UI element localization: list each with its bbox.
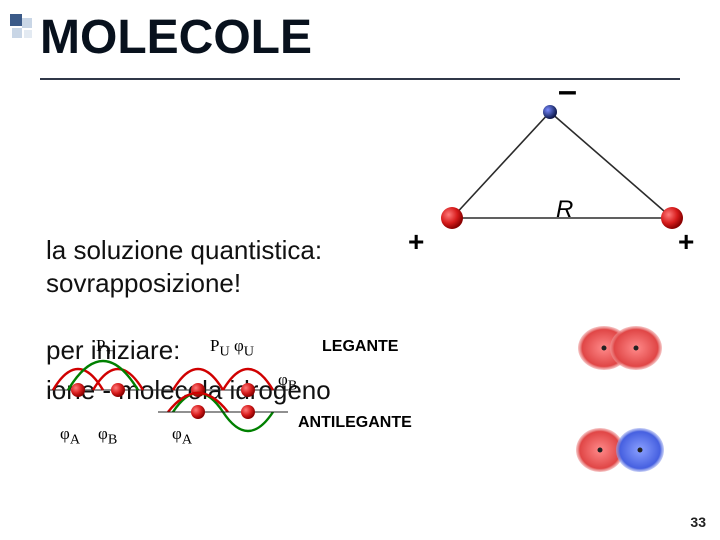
phi-b-1-sub: B — [108, 431, 117, 447]
deco-square — [10, 14, 22, 26]
phi-a-2-letter: φ — [172, 424, 182, 443]
phi-b-ov-letter: φ — [278, 370, 288, 389]
phi-a-1: φA — [60, 424, 80, 448]
page-number: 33 — [690, 514, 706, 530]
antibonding-orbital — [560, 414, 680, 486]
deco-square — [24, 30, 32, 38]
triangle-svg — [410, 100, 700, 250]
title-underline — [40, 78, 680, 80]
phi-a-2: φA — [172, 424, 192, 448]
phi-b-1: φB — [98, 424, 117, 448]
page-title: MOLECOLE — [40, 10, 312, 65]
phi-a-1-sub: A — [70, 431, 80, 447]
phi-a-2-sub: A — [182, 431, 192, 447]
bonding-orbital — [560, 312, 680, 384]
body-text-line2: sovrapposizione! — [46, 268, 241, 299]
distance-r-label: R — [556, 196, 573, 224]
deco-square — [12, 28, 22, 38]
electron-minus-label: – — [558, 72, 577, 111]
phi-b-overlay: φB — [278, 370, 297, 394]
phi-a-1-letter: φ — [60, 424, 70, 443]
phi-b-ov-sub: B — [288, 377, 297, 393]
phi-b-1-letter: φ — [98, 424, 108, 443]
deco-square — [22, 18, 32, 28]
body-text-line1: la soluzione quantistica: — [46, 235, 322, 266]
nucleus-plus-right: + — [678, 226, 694, 258]
legante-label: LEGANTE — [322, 338, 398, 356]
triangle-diagram: – + + R — [410, 100, 700, 250]
nucleus-plus-left: + — [408, 226, 424, 258]
